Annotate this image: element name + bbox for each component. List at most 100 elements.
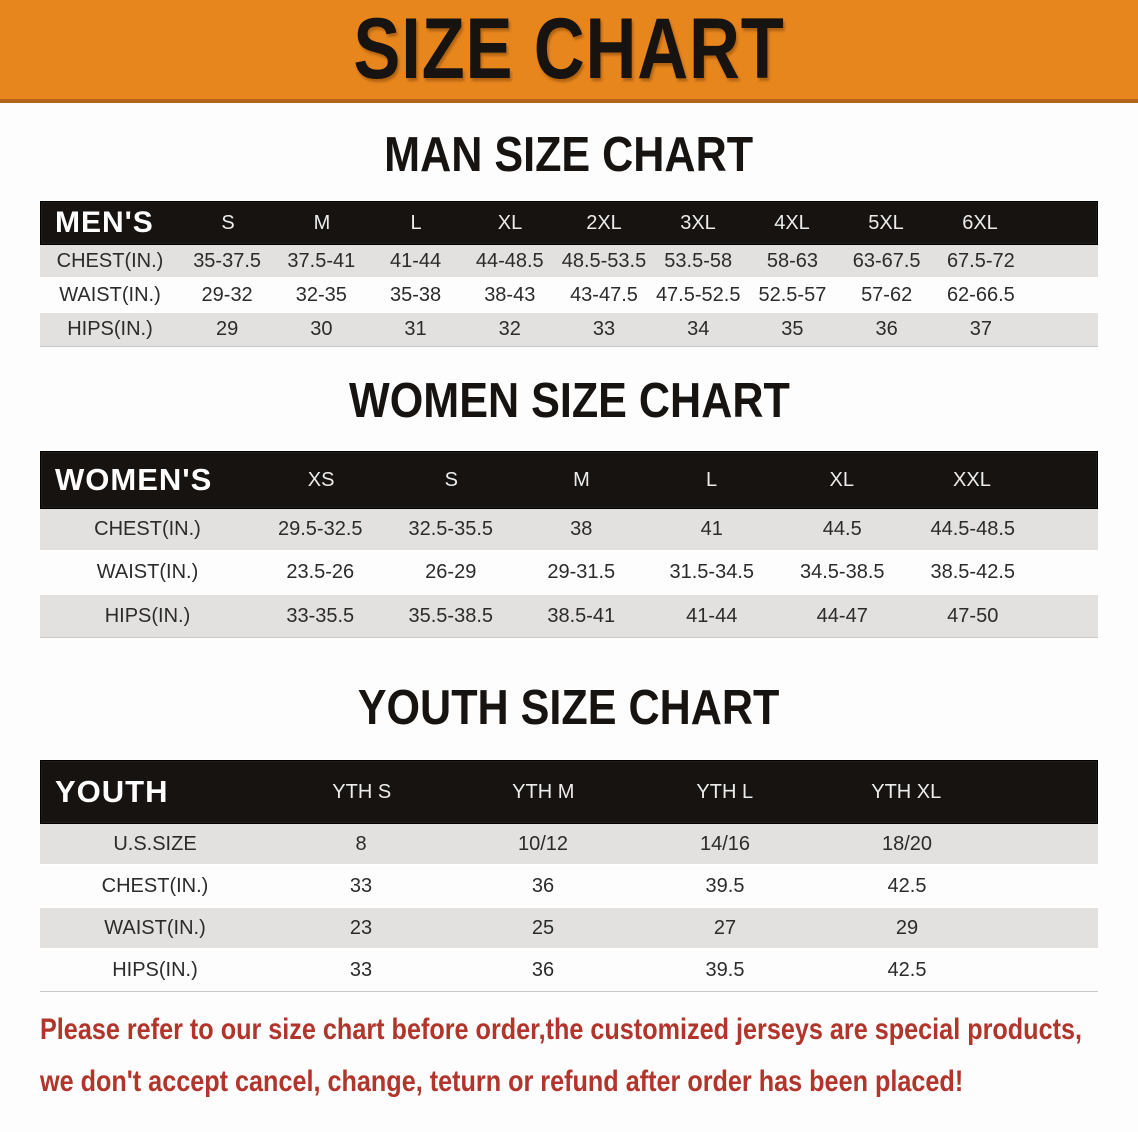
value-cell: 57-62 — [861, 283, 913, 306]
size-header-cell: M — [313, 211, 331, 234]
men-size-table: MEN'S S M L XL 2XL 3XL 4XL 5XL 6XL CHEST(IN.) 35-37… — [40, 201, 1098, 347]
disclaimer: Please refer to our size chart before or… — [40, 1006, 1138, 1110]
value-cell: 27 — [713, 916, 737, 939]
value-cell: 67.5-72 — [946, 249, 1015, 272]
value-cell: 32 — [498, 318, 521, 340]
value-cell: 8 — [355, 832, 367, 855]
value-cell: 38.5-42.5 — [930, 561, 1015, 583]
disclaimer-line1: Please refer to our size chart before or… — [40, 1013, 1083, 1046]
value-cell: 25 — [531, 916, 555, 939]
value-cell: 31 — [404, 318, 427, 340]
value-cell: 62-66.5 — [946, 283, 1015, 306]
row-label-cell: CHEST(IN.) — [101, 874, 209, 897]
size-header-cell: S — [444, 468, 458, 491]
size-header-cell: XXL — [953, 468, 991, 491]
women-section-heading: WOMEN SIZE CHART — [0, 373, 1138, 429]
size-header-cell: XL — [829, 468, 854, 491]
value-cell: 32.5-35.5 — [408, 518, 493, 540]
value-cell: 38-43 — [484, 283, 536, 306]
value-cell: 30 — [310, 318, 333, 340]
table-row: HIPS(IN.) 33 36 39.5 42.5 — [40, 950, 1098, 992]
table-title-cell: YOUTH — [55, 774, 169, 809]
value-cell: 41 — [700, 518, 723, 540]
value-cell: 37 — [969, 318, 992, 340]
value-cell: 41-44 — [389, 249, 442, 272]
value-cell: 33-35.5 — [286, 604, 355, 627]
size-header-cell: XL — [497, 211, 523, 234]
table-row: WAIST(IN.) 23 25 27 29 — [40, 908, 1098, 950]
size-header-cell: YTH L — [696, 780, 754, 803]
value-cell: 38.5-41 — [547, 604, 616, 627]
value-cell: 34.5-38.5 — [799, 561, 885, 583]
size-header-cell: 2XL — [586, 211, 622, 234]
value-cell: 39.5 — [705, 959, 745, 981]
row-label-cell: WAIST(IN.) — [59, 283, 161, 306]
value-cell: 10/12 — [517, 832, 569, 855]
value-cell: 58-63 — [766, 249, 818, 272]
value-cell: 23.5-26 — [286, 561, 355, 583]
value-cell: 36 — [875, 318, 898, 340]
size-header-cell: 5XL — [868, 211, 904, 234]
table-row: WAIST(IN.) 29-32 32-35 35-38 38-43 43-47.5 47.… — [40, 279, 1098, 313]
size-header-cell: YTH XL — [871, 780, 942, 803]
size-header-cell: YTH S — [332, 780, 392, 803]
value-cell: 33 — [349, 959, 373, 981]
size-header-cell: 4XL — [774, 211, 810, 234]
value-cell: 52.5-57 — [758, 283, 827, 306]
value-cell: 37.5-41 — [287, 249, 356, 272]
value-cell: 23 — [349, 916, 373, 939]
value-cell: 29 — [895, 916, 919, 939]
table-row: WAIST(IN.) 23.5-26 26-29 29-31.5 31.5-34.5 34… — [40, 552, 1098, 595]
row-label-cell: WAIST(IN.) — [96, 561, 199, 583]
value-cell: 44-48.5 — [475, 249, 544, 272]
value-cell: 42.5 — [887, 959, 927, 981]
row-label-cell: U.S.SIZE — [113, 832, 197, 855]
banner-title: SIZE CHART — [353, 1, 785, 97]
table-row: CHEST(IN.) 35-37.5 37.5-41 41-44 44-48.5 48.5… — [40, 245, 1098, 279]
value-cell: 18/20 — [881, 832, 933, 855]
value-cell: 33 — [349, 874, 373, 897]
value-cell: 47.5-52.5 — [655, 283, 741, 306]
row-label-cell: HIPS(IN.) — [104, 604, 191, 627]
youth-section-heading: YOUTH SIZE CHART — [0, 680, 1138, 736]
youth-section-heading-text: YOUTH SIZE CHART — [358, 681, 780, 735]
size-header-cell: YTH M — [512, 780, 575, 803]
value-cell: 29-32 — [201, 283, 253, 306]
size-header-cell: L — [706, 468, 718, 491]
value-cell: 34 — [687, 318, 710, 340]
banner: SIZE CHART — [0, 0, 1138, 103]
value-cell: 44.5-48.5 — [930, 518, 1015, 540]
man-section-heading: MAN SIZE CHART — [0, 127, 1138, 183]
size-header-cell: S — [221, 211, 235, 234]
value-cell: 26-29 — [425, 561, 477, 583]
size-header-cell: 6XL — [962, 211, 998, 234]
size-header-cell: 3XL — [680, 211, 716, 234]
row-label-cell: HIPS(IN.) — [112, 959, 198, 981]
row-label-cell: WAIST(IN.) — [104, 916, 206, 939]
table-title-cell: MEN'S — [55, 206, 154, 239]
table-row: CHEST(IN.) 33 36 39.5 42.5 — [40, 866, 1098, 908]
value-cell: 35-37.5 — [193, 249, 262, 272]
value-cell: 63-67.5 — [852, 249, 921, 272]
value-cell: 41-44 — [686, 604, 738, 627]
value-cell: 39.5 — [705, 874, 745, 897]
disclaimer-line2: we don't accept cancel, change, teturn o… — [40, 1065, 964, 1098]
women-section-heading-text: WOMEN SIZE CHART — [348, 374, 790, 428]
value-cell: 38 — [570, 518, 593, 540]
value-cell: 31.5-34.5 — [669, 561, 754, 583]
value-cell: 29.5-32.5 — [277, 518, 363, 540]
man-section-heading-text: MAN SIZE CHART — [384, 128, 754, 182]
table-row: CHEST(IN.) 29.5-32.5 32.5-35.5 38 41 44.5 44.5… — [40, 509, 1098, 552]
table-header-row: WOMEN'S XS S M L XL XXL — [40, 451, 1098, 509]
value-cell: 43-47.5 — [570, 283, 638, 306]
table-header-row: YOUTH YTH S YTH M YTH L YTH XL — [40, 760, 1098, 824]
value-cell: 33 — [592, 318, 616, 340]
value-cell: 36 — [531, 874, 555, 897]
value-cell: 35 — [781, 318, 804, 340]
row-label-cell: CHEST(IN.) — [94, 518, 201, 540]
table-row: U.S.SIZE 8 10/12 14/16 18/20 — [40, 824, 1098, 866]
value-cell: 48.5-53.5 — [561, 249, 647, 272]
row-label-cell: HIPS(IN.) — [67, 318, 153, 340]
value-cell: 44-47 — [816, 604, 868, 627]
